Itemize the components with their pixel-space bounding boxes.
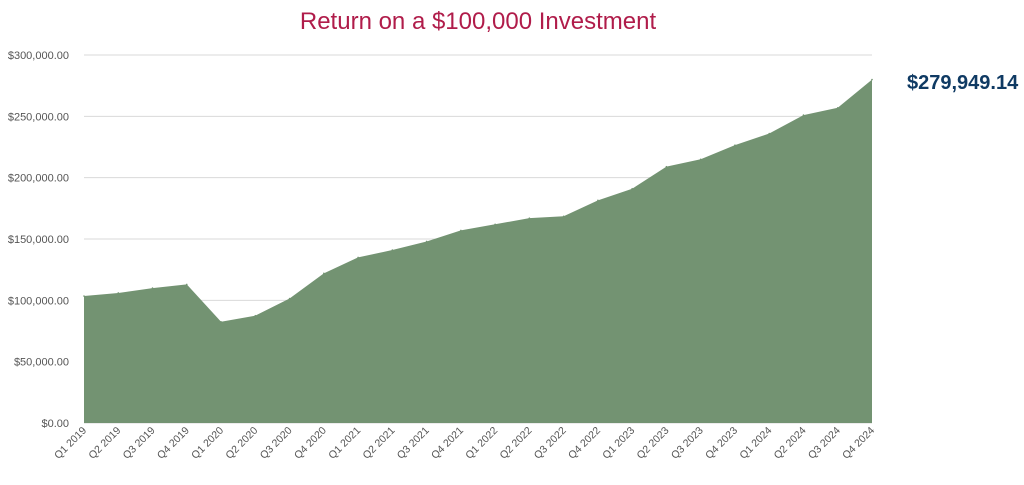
data-point — [528, 217, 531, 219]
y-tick-label: $0.00 — [41, 418, 69, 430]
x-tick-label: Q2 2021 — [360, 425, 397, 462]
data-point — [768, 132, 771, 135]
data-point — [494, 223, 496, 226]
data-point — [117, 292, 120, 294]
data-point — [460, 229, 462, 232]
investment-value-area — [84, 79, 872, 424]
y-tick-label: $300,000.00 — [8, 50, 69, 62]
data-point — [288, 297, 291, 300]
x-tick-label: Q1 2024 — [737, 425, 774, 462]
x-tick-label: Q4 2022 — [566, 425, 603, 462]
x-tick-label: Q2 2020 — [223, 425, 260, 462]
x-tick-label: Q3 2022 — [532, 425, 569, 462]
x-tick-label: Q2 2019 — [86, 425, 123, 462]
y-tick-label: $250,000.00 — [8, 111, 69, 123]
x-tick-label: Q1 2019 — [52, 425, 89, 462]
x-tick-label: Q1 2022 — [463, 425, 500, 462]
data-point — [631, 187, 633, 190]
y-axis: $0.00 $50,000.00 $100,000.00 $150,000.00 $20… — [8, 50, 69, 430]
data-point — [802, 114, 805, 116]
x-tick-label: Q1 2020 — [189, 425, 226, 462]
data-point — [357, 256, 359, 259]
x-tick-label: Q3 2024 — [806, 425, 843, 462]
data-point — [220, 321, 222, 323]
data-point — [425, 240, 428, 243]
x-tick-label: Q1 2023 — [600, 425, 637, 462]
y-tick-label: $150,000.00 — [8, 234, 69, 246]
data-point — [83, 295, 85, 297]
data-point — [871, 78, 873, 81]
chart-title: Return on a $100,000 Investment — [299, 8, 657, 35]
data-point — [665, 165, 668, 168]
x-tick-label: Q4 2023 — [703, 425, 740, 462]
y-tick-label: $200,000.00 — [8, 173, 69, 185]
x-tick-label: Q2 2023 — [635, 425, 672, 462]
x-tick-label: Q2 2022 — [498, 425, 535, 462]
data-point — [562, 215, 565, 218]
x-tick-label: Q3 2020 — [258, 425, 295, 462]
data-point — [151, 287, 154, 289]
x-tick-label: Q1 2021 — [326, 425, 363, 462]
x-tick-label: Q4 2021 — [429, 425, 466, 462]
x-tick-label: Q3 2021 — [395, 425, 432, 462]
end-value-label: $279,949.14 — [907, 72, 1019, 94]
x-tick-label: Q3 2019 — [121, 425, 158, 462]
data-point — [185, 283, 188, 286]
x-tick-label: Q4 2019 — [155, 425, 192, 462]
x-tick-label: Q3 2023 — [669, 425, 706, 462]
data-point — [836, 106, 839, 109]
data-point — [323, 272, 325, 275]
x-tick-label: Q4 2024 — [840, 425, 877, 462]
y-tick-label: $50,000.00 — [14, 357, 69, 369]
data-point — [597, 199, 599, 202]
x-tick-label: Q2 2024 — [772, 425, 809, 462]
area-series — [83, 78, 873, 424]
data-point — [391, 249, 394, 251]
x-tick-label: Q4 2020 — [292, 425, 329, 462]
y-tick-label: $100,000.00 — [8, 295, 69, 307]
data-point — [699, 158, 702, 161]
data-point — [734, 144, 736, 146]
data-point — [254, 314, 257, 317]
